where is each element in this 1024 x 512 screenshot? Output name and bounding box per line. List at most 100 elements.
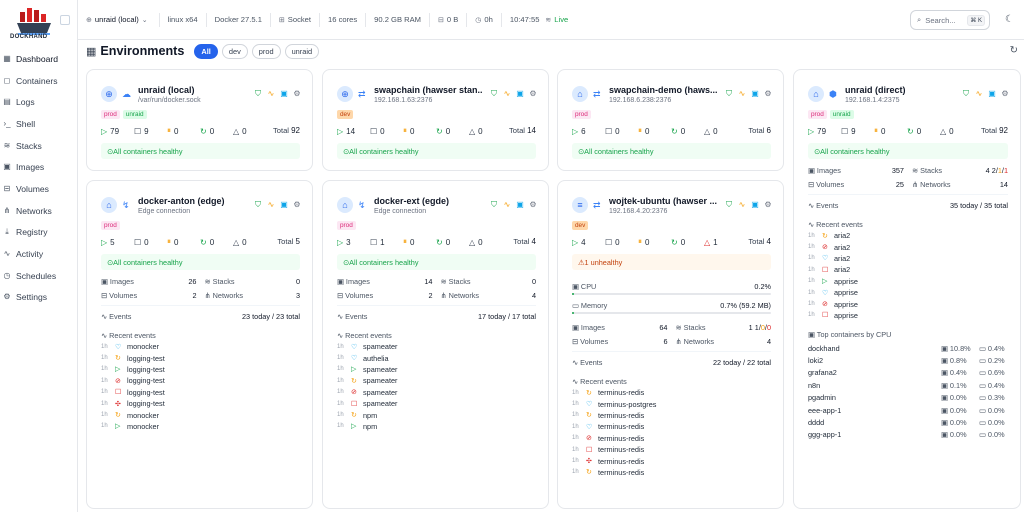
list-item[interactable]: 1h ♡ terminus-postgres (572, 398, 656, 409)
refresh-icon[interactable]: ↻ (1009, 45, 1018, 56)
environment-name[interactable]: unraid (direct) (845, 85, 906, 95)
list-item[interactable]: 1h ⊘ spameater (337, 387, 397, 398)
environment-card[interactable]: ⊕ ⇄ swapchain (hawser stan... 192.168.1.63:… (322, 69, 549, 171)
list-item[interactable]: 1h ✣ logging-test (101, 398, 165, 409)
gear-icon[interactable]: ⚙ (529, 89, 537, 98)
gear-icon[interactable]: ⚙ (529, 200, 537, 209)
list-item[interactable]: 1h ↻ aria2 (808, 230, 858, 241)
list-item[interactable]: 1h ♡ aria2 (808, 253, 858, 264)
environment-name[interactable]: unraid (local) (138, 85, 195, 95)
table-row[interactable]: ggg-app-1 ▣ 0.0% ▭ 0.0% (808, 429, 1005, 441)
cpu-icon[interactable]: ▣ (988, 89, 996, 98)
sidebar-item-dashboard[interactable]: ▦ Dashboard (0, 48, 78, 70)
environment-name[interactable]: swapchain (hawser stan... (374, 85, 482, 95)
environment-name[interactable]: docker-ext (egde) (374, 196, 450, 206)
filter-chip-unraid[interactable]: unraid (284, 43, 320, 59)
list-item[interactable]: 1h ▷ npm (337, 421, 397, 432)
shield-icon[interactable]: ⛉ (491, 200, 497, 209)
cpu-icon[interactable]: ▣ (280, 200, 288, 209)
list-item[interactable]: 1h ▷ apprise (808, 276, 858, 287)
filter-chip-all[interactable]: All (194, 43, 218, 59)
list-item[interactable]: 1h ⊘ apprise (808, 298, 858, 309)
cpu-icon[interactable]: ▣ (751, 200, 759, 209)
environment-name[interactable]: swapchain-demo (haws... (609, 85, 717, 95)
table-row[interactable]: n8n ▣ 0.1% ▭ 0.4% (808, 379, 1005, 391)
list-item[interactable]: 1h ✣ terminus-redis (572, 455, 656, 466)
environment-card[interactable]: ⊕ ☁ unraid (local) /var/run/docker.sock ⛉ ∿ ▣ ⚙… (86, 69, 313, 171)
table-row[interactable]: dockhand ▣ 10.8% ▭ 0.4% (808, 342, 1005, 354)
shield-icon[interactable]: ⛉ (963, 89, 969, 98)
sidebar-item-volumes[interactable]: ⊟ Volumes (0, 178, 78, 200)
list-item[interactable]: 1h ⊘ aria2 (808, 241, 858, 252)
environment-card[interactable]: ⌂ ⇄ swapchain-demo (haws... 192.168.6.238:2… (557, 69, 784, 171)
sidebar-item-settings[interactable]: ⚙ Settings (0, 287, 78, 309)
gear-icon[interactable]: ⚙ (764, 200, 772, 209)
list-item[interactable]: 1h ↻ logging-test (101, 352, 165, 363)
shield-icon[interactable]: ⛉ (255, 200, 261, 209)
activity-icon[interactable]: ∿ (975, 89, 983, 98)
sidebar-item-networks[interactable]: ⋔ Networks (0, 200, 78, 222)
collapse-sidebar-icon[interactable] (60, 15, 70, 25)
list-item[interactable]: 1h ▷ monocker (101, 421, 165, 432)
environment-card[interactable]: ≡ ⇄ wojtek-ubuntu (hawser ... 192.168.4.20:… (557, 180, 784, 509)
shield-icon[interactable]: ⛉ (491, 89, 497, 98)
list-item[interactable]: 1h ♡ monocker (101, 341, 165, 352)
table-row[interactable]: grafana2 ▣ 0.4% ▭ 0.6% (808, 367, 1005, 379)
shield-icon[interactable]: ⛉ (726, 200, 732, 209)
activity-icon[interactable]: ∿ (738, 89, 746, 98)
list-item[interactable]: 1h ☐ aria2 (808, 264, 858, 275)
list-item[interactable]: 1h ♡ apprise (808, 287, 858, 298)
table-row[interactable]: loki2 ▣ 0.8% ▭ 0.2% (808, 354, 1005, 366)
sidebar-item-activity[interactable]: ∿ Activity (0, 243, 78, 265)
environment-name[interactable]: wojtek-ubuntu (hawser ... (609, 196, 717, 206)
gear-icon[interactable]: ⚙ (293, 200, 301, 209)
list-item[interactable]: 1h ↻ spameater (337, 375, 397, 386)
shield-icon[interactable]: ⛉ (255, 89, 261, 98)
activity-icon[interactable]: ∿ (738, 200, 746, 209)
theme-toggle-icon[interactable]: ☾ (1005, 14, 1014, 25)
list-item[interactable]: 1h ☐ terminus-redis (572, 444, 656, 455)
list-item[interactable]: 1h ↻ monocker (101, 409, 165, 420)
table-row[interactable]: dddd ▣ 0.0% ▭ 0.0% (808, 416, 1005, 428)
sidebar-item-shell[interactable]: ›_ Shell (0, 113, 78, 135)
gear-icon[interactable]: ⚙ (1001, 89, 1009, 98)
list-item[interactable]: 1h ⊘ logging-test (101, 375, 165, 386)
sidebar-item-containers[interactable]: ◻ Containers (0, 70, 78, 92)
sidebar-item-images[interactable]: ▣ Images (0, 156, 78, 178)
dockhand-logo[interactable] (16, 6, 52, 40)
shield-icon[interactable]: ⛉ (726, 89, 732, 98)
list-item[interactable]: 1h ♡ spameater (337, 341, 397, 352)
filter-chip-prod[interactable]: prod (251, 43, 281, 59)
list-item[interactable]: 1h ▷ logging-test (101, 364, 165, 375)
environment-name[interactable]: docker-anton (edge) (138, 196, 225, 206)
list-item[interactable]: 1h ♡ authelia (337, 352, 397, 363)
host-selector[interactable]: ⊕ unraid (local) ⌄ (78, 12, 160, 27)
table-row[interactable]: pgadmin ▣ 0.0% ▭ 0.3% (808, 392, 1005, 404)
cpu-icon[interactable]: ▣ (516, 200, 524, 209)
list-item[interactable]: 1h ↻ npm (337, 409, 397, 420)
activity-icon[interactable]: ∿ (503, 89, 511, 98)
activity-icon[interactable]: ∿ (267, 89, 275, 98)
list-item[interactable]: 1h ☐ apprise (808, 310, 858, 321)
list-item[interactable]: 1h ↻ terminus-redis (572, 410, 656, 421)
activity-icon[interactable]: ∿ (503, 200, 511, 209)
list-item[interactable]: 1h ▷ spameater (337, 364, 397, 375)
list-item[interactable]: 1h ↻ terminus-redis (572, 387, 656, 398)
sidebar-item-logs[interactable]: ▤ Logs (0, 91, 78, 113)
gear-icon[interactable]: ⚙ (293, 89, 301, 98)
list-item[interactable]: 1h ♡ terminus-redis (572, 421, 656, 432)
sidebar-item-registry[interactable]: ⤓ Registry (0, 222, 78, 244)
environment-card[interactable]: ⌂ ↯ docker-anton (edge) Edge connection ⛉ ∿ ▣ ⚙… (86, 180, 313, 509)
sidebar-item-schedules[interactable]: ◷ Schedules (0, 265, 78, 287)
list-item[interactable]: 1h ☐ logging-test (101, 387, 165, 398)
cpu-icon[interactable]: ▣ (516, 89, 524, 98)
list-item[interactable]: 1h ⊘ terminus-redis (572, 433, 656, 444)
filter-chip-dev[interactable]: dev (221, 43, 248, 59)
environment-card[interactable]: ⌂ ↯ docker-ext (egde) Edge connection ⛉ ∿ ▣ ⚙ pr… (322, 180, 549, 509)
environment-card[interactable]: ⌂ ⬢ unraid (direct) 192.168.1.4:2375 ⛉ ∿ ▣ ⚙ pro… (793, 69, 1021, 509)
cpu-icon[interactable]: ▣ (751, 89, 759, 98)
table-row[interactable]: eee-app-1 ▣ 0.0% ▭ 0.0% (808, 404, 1005, 416)
gear-icon[interactable]: ⚙ (764, 89, 772, 98)
sidebar-item-stacks[interactable]: ≋ Stacks (0, 135, 78, 157)
list-item[interactable]: 1h ☐ spameater (337, 398, 397, 409)
